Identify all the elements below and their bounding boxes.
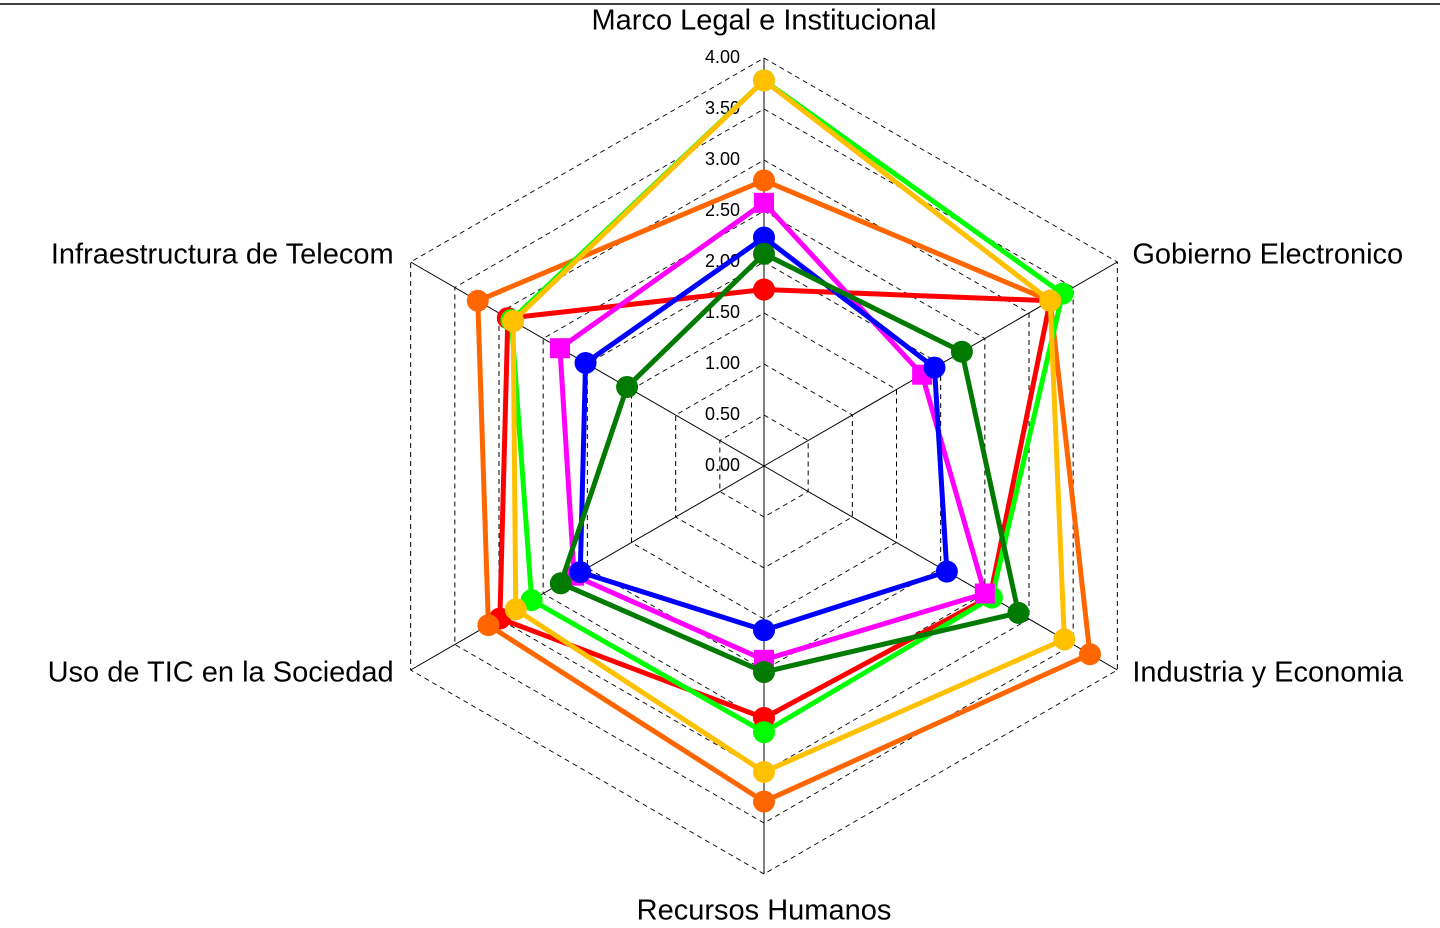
category-label: Marco Legal e Institucional bbox=[592, 5, 937, 37]
marker bbox=[569, 561, 592, 584]
marker bbox=[1078, 643, 1101, 666]
marker bbox=[754, 192, 774, 213]
category-label: Infraestructura de Telecom bbox=[51, 239, 394, 271]
r-tick-label: 0.00 bbox=[705, 455, 740, 475]
marker bbox=[753, 761, 775, 783]
r-tick-label: 1.50 bbox=[705, 302, 740, 322]
marker bbox=[574, 351, 597, 374]
category-label: Gobierno Electronico bbox=[1132, 239, 1403, 271]
category-label: Industria y Economia bbox=[1132, 657, 1404, 689]
marker bbox=[477, 614, 500, 637]
r-tick-label: 3.00 bbox=[705, 149, 740, 169]
marker bbox=[935, 560, 958, 583]
marker bbox=[950, 340, 973, 363]
marker bbox=[753, 226, 775, 249]
series-line bbox=[508, 77, 1066, 735]
marker bbox=[1053, 628, 1076, 651]
r-tick-label: 1.00 bbox=[705, 353, 740, 373]
marker bbox=[753, 790, 775, 813]
marker bbox=[753, 661, 775, 684]
marker bbox=[753, 619, 775, 642]
marker bbox=[549, 572, 572, 595]
marker bbox=[616, 375, 639, 398]
marker bbox=[923, 356, 946, 379]
marker bbox=[974, 583, 995, 604]
marker bbox=[753, 169, 775, 192]
marker bbox=[504, 598, 527, 621]
category-label: Uso de TIC en la Sociedad bbox=[48, 657, 394, 689]
r-tick-label: 0.50 bbox=[705, 404, 740, 424]
marker bbox=[1007, 601, 1030, 624]
category-label: Recursos Humanos bbox=[637, 895, 892, 927]
series-line bbox=[557, 200, 988, 663]
r-tick-label: 2.00 bbox=[705, 251, 740, 271]
marker bbox=[1039, 289, 1062, 312]
marker bbox=[502, 310, 525, 333]
marker bbox=[753, 721, 775, 744]
marker bbox=[520, 589, 543, 612]
marker bbox=[549, 338, 570, 359]
marker bbox=[466, 289, 489, 312]
marker bbox=[753, 278, 775, 301]
marker bbox=[753, 242, 775, 265]
r-tick-label: 4.00 bbox=[705, 47, 740, 67]
r-tick-label: 2.50 bbox=[705, 200, 740, 220]
marker bbox=[753, 69, 775, 92]
